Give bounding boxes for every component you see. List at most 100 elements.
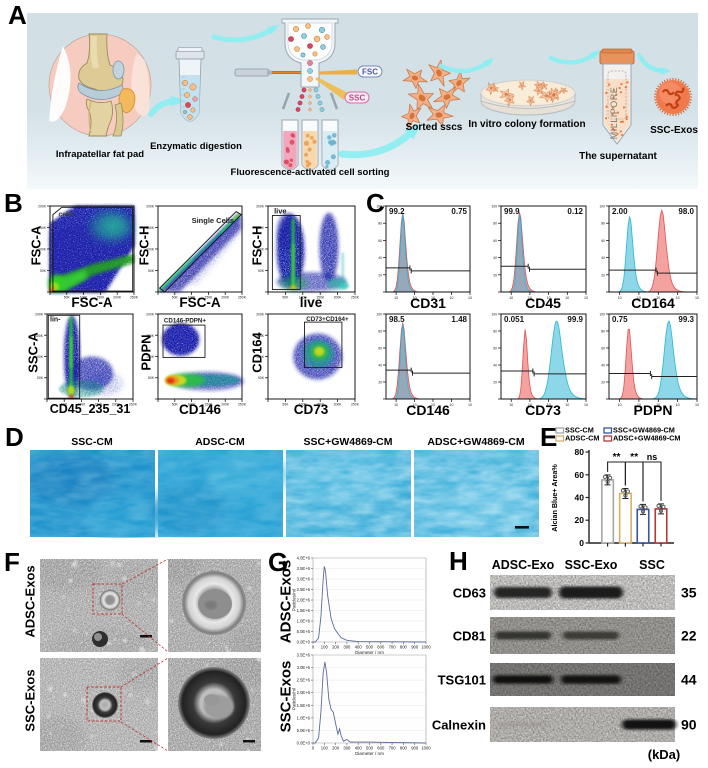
- svg-text:10: 10: [431, 403, 435, 407]
- svg-text:250K: 250K: [129, 403, 138, 407]
- svg-text:10: 10: [676, 296, 680, 300]
- svg-text:500: 500: [366, 746, 374, 751]
- svg-text:200K: 200K: [256, 205, 265, 209]
- svg-text:100K: 100K: [80, 296, 89, 300]
- svg-text:60: 60: [378, 347, 382, 351]
- svg-text:10: 10: [584, 403, 588, 407]
- svg-text:20: 20: [493, 381, 497, 385]
- svg-text:200K: 200K: [35, 313, 44, 317]
- svg-text:100: 100: [321, 644, 329, 649]
- svg-text:200K: 200K: [146, 205, 155, 209]
- svg-text:SSC+GW4869-CM: SSC+GW4869-CM: [613, 426, 675, 435]
- svg-text:1000: 1000: [421, 644, 431, 649]
- svg-text:40: 40: [493, 364, 497, 368]
- svg-text:700: 700: [389, 644, 397, 649]
- svg-text:10: 10: [450, 403, 454, 407]
- svg-text:100K: 100K: [188, 403, 197, 407]
- svg-text:100K: 100K: [77, 403, 86, 407]
- svg-text:100: 100: [491, 313, 497, 317]
- svg-text:1.0E+6: 1.0E+6: [297, 715, 311, 720]
- svg-text:60: 60: [601, 347, 605, 351]
- svg-text:250K: 250K: [238, 403, 247, 407]
- svg-text:50K: 50K: [37, 376, 44, 380]
- svg-text:10: 10: [509, 296, 513, 300]
- svg-text:250K: 250K: [238, 296, 247, 300]
- svg-text:10: 10: [468, 403, 472, 407]
- svg-text:0: 0: [312, 746, 315, 751]
- svg-text:TSG101: TSG101: [438, 673, 486, 688]
- svg-text:10: 10: [528, 403, 532, 407]
- svg-text:150K: 150K: [96, 296, 105, 300]
- svg-text:100: 100: [599, 313, 605, 317]
- svg-text:FSC: FSC: [362, 68, 378, 77]
- svg-text:live: live: [274, 206, 287, 215]
- svg-text:60: 60: [378, 239, 382, 243]
- svg-text:50K: 50K: [61, 403, 68, 407]
- svg-text:50K: 50K: [148, 376, 155, 380]
- svg-text:Single Cells: Single Cells: [192, 216, 235, 225]
- svg-text:0.051: 0.051: [504, 315, 525, 324]
- svg-text:3.0E+6: 3.0E+6: [297, 576, 311, 581]
- svg-text:22: 22: [681, 628, 697, 644]
- svg-text:250K: 250K: [130, 296, 139, 300]
- svg-text:150K: 150K: [316, 403, 325, 407]
- svg-text:4.0E+6: 4.0E+6: [297, 555, 311, 560]
- svg-text:Calnexin: Calnexin: [432, 718, 486, 733]
- svg-text:100K: 100K: [299, 296, 308, 300]
- svg-text:CD63: CD63: [453, 586, 486, 601]
- svg-text:44: 44: [681, 672, 697, 688]
- svg-text:(kDa): (kDa): [648, 747, 681, 762]
- svg-text:250K: 250K: [351, 403, 360, 407]
- svg-text:700: 700: [389, 746, 397, 751]
- svg-text:50K: 50K: [64, 296, 71, 300]
- svg-text:10: 10: [509, 403, 513, 407]
- svg-text:50K: 50K: [258, 376, 265, 380]
- svg-text:50K: 50K: [282, 296, 289, 300]
- svg-text:200K: 200K: [146, 313, 155, 317]
- svg-text:10: 10: [394, 403, 398, 407]
- svg-text:Diameter / nm: Diameter / nm: [355, 751, 384, 756]
- svg-text:Alcian Blue+ Area%: Alcian Blue+ Area%: [550, 464, 559, 532]
- svg-text:20: 20: [378, 273, 382, 277]
- svg-text:99.9: 99.9: [567, 315, 583, 324]
- svg-text:99.3: 99.3: [678, 315, 694, 324]
- svg-text:100K: 100K: [38, 248, 47, 252]
- svg-text:0: 0: [312, 644, 315, 649]
- svg-text:100K: 100K: [146, 248, 155, 252]
- svg-text:3.0E+6: 3.0E+6: [297, 665, 311, 670]
- svg-text:200K: 200K: [221, 403, 230, 407]
- svg-text:2.0E+6: 2.0E+6: [297, 597, 311, 602]
- svg-text:Diameter / nm: Diameter / nm: [355, 650, 384, 655]
- svg-text:50K: 50K: [282, 403, 289, 407]
- svg-text:10: 10: [450, 296, 454, 300]
- svg-text:50K: 50K: [172, 403, 179, 407]
- svg-text:10: 10: [695, 296, 699, 300]
- svg-text:98.5: 98.5: [389, 315, 405, 324]
- svg-text:600: 600: [377, 644, 385, 649]
- svg-text:0.0E+0: 0.0E+0: [297, 639, 311, 644]
- svg-text:10: 10: [676, 403, 680, 407]
- svg-text:2.5E+6: 2.5E+6: [297, 587, 311, 592]
- svg-text:100K: 100K: [256, 355, 265, 359]
- svg-text:10: 10: [547, 296, 551, 300]
- svg-text:800: 800: [400, 644, 408, 649]
- svg-text:80: 80: [575, 447, 585, 457]
- svg-text:300: 300: [343, 746, 351, 751]
- svg-text:150K: 150K: [256, 334, 265, 338]
- svg-text:100K: 100K: [256, 248, 265, 252]
- svg-text:CD146-PDPN+: CD146-PDPN+: [164, 318, 207, 325]
- svg-text:SSC-CM: SSC-CM: [565, 426, 594, 435]
- svg-text:ns: ns: [647, 452, 658, 462]
- svg-text:100: 100: [376, 205, 382, 209]
- svg-text:200K: 200K: [112, 403, 121, 407]
- svg-text:60: 60: [493, 347, 497, 351]
- svg-text:80: 80: [378, 330, 382, 334]
- svg-text:1.48: 1.48: [451, 315, 467, 324]
- svg-text:**: **: [630, 452, 638, 463]
- svg-text:400: 400: [355, 746, 363, 751]
- svg-text:3.5E+6: 3.5E+6: [297, 653, 311, 658]
- svg-text:150K: 150K: [256, 226, 265, 230]
- svg-text:80: 80: [378, 222, 382, 226]
- svg-text:**: **: [613, 452, 621, 463]
- svg-text:0.0E+0: 0.0E+0: [297, 741, 311, 746]
